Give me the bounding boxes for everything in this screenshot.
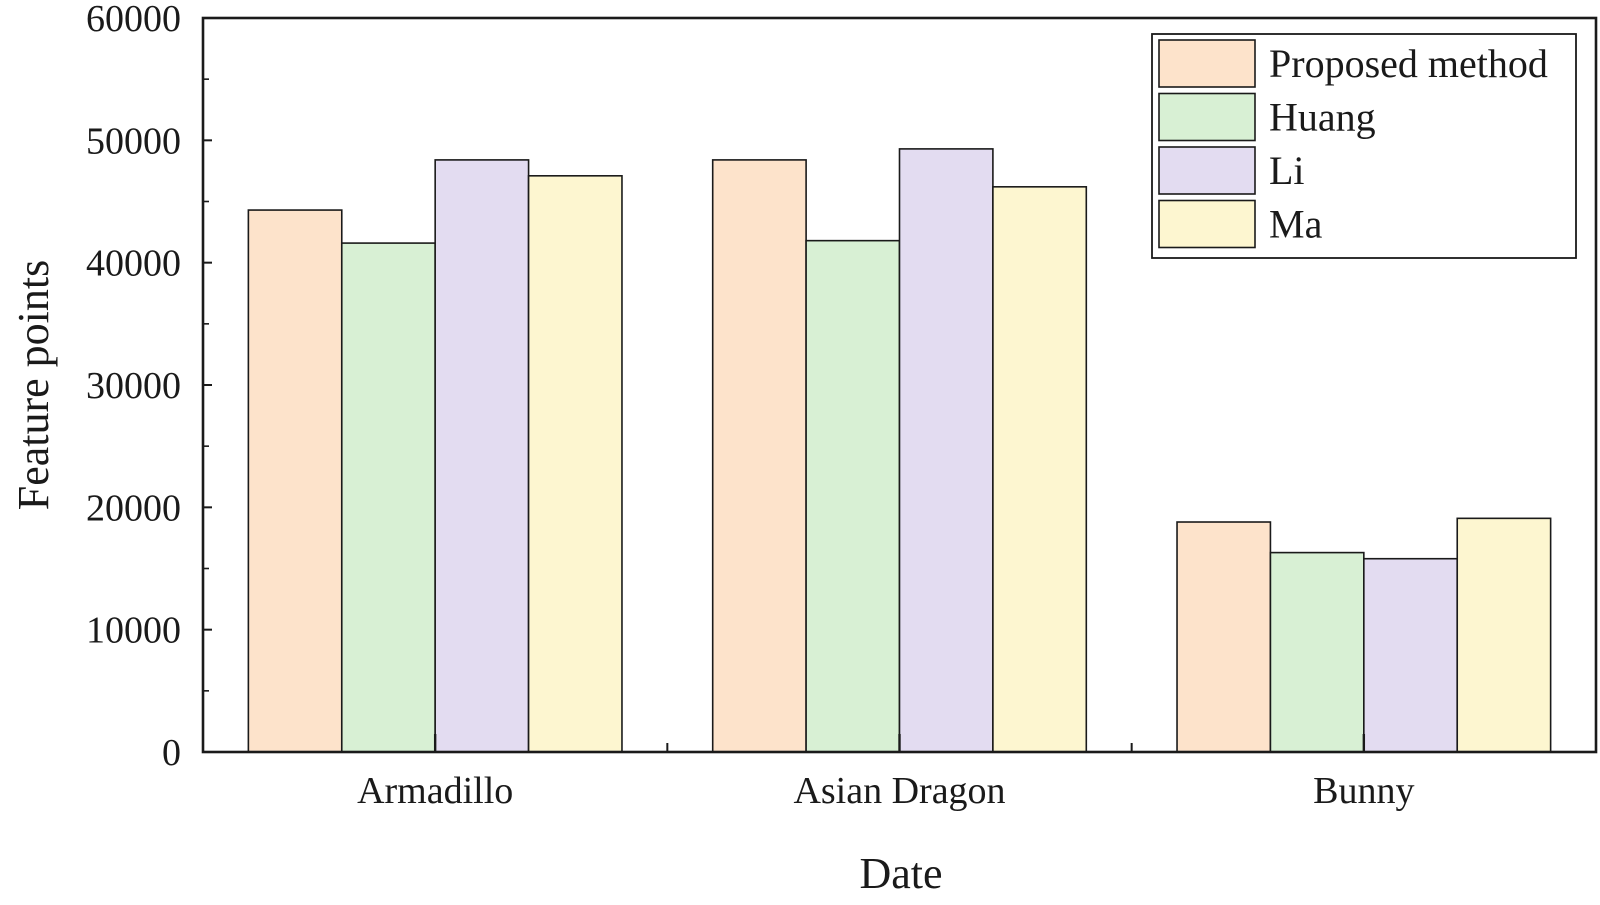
x-tick-label-bunny: Bunny <box>1313 770 1414 812</box>
axes-layer: 0 10000 20000 30000 40000 50000 60000 Armadillo… <box>86 0 1598 812</box>
y-tick-label-0: 0 <box>162 732 181 774</box>
bar-li-bunny <box>1363 557 1459 753</box>
bar-huang-bunny <box>1269 551 1365 753</box>
bar-huang-asian-dragon <box>805 239 901 753</box>
bar-ma-armadillo <box>527 175 623 753</box>
bar-proposed-method-armadillo <box>247 209 343 753</box>
bar-proposed-method-asian-dragon <box>711 159 807 753</box>
x-axis-title: Date <box>859 849 942 898</box>
y-tick-label-40000: 40000 <box>86 243 181 285</box>
legend-label-li: Li <box>1269 148 1305 193</box>
legend: Proposed method Huang Li Ma <box>1151 33 1577 259</box>
legend-swatch-li <box>1158 146 1256 195</box>
bar-huang-armadillo <box>340 242 436 753</box>
legend-label-ma: Ma <box>1269 202 1323 247</box>
legend-swatch-proposed-method <box>1158 39 1256 88</box>
bar-li-armadillo <box>434 159 530 753</box>
y-tick-label-10000: 10000 <box>86 610 181 652</box>
y-tick-label-30000: 30000 <box>86 365 181 407</box>
x-tick-label-asian-dragon: Asian Dragon <box>793 770 1005 812</box>
legend-swatch-ma <box>1158 199 1256 249</box>
y-tick-label-60000: 60000 <box>86 0 181 40</box>
legend-label-huang: Huang <box>1269 95 1376 140</box>
legend-label-proposed-method: Proposed method <box>1269 41 1548 86</box>
bars-layer <box>247 148 1552 753</box>
bar-ma-bunny <box>1456 517 1552 753</box>
y-axis-title: Feature points <box>9 260 58 511</box>
legend-swatch-huang <box>1158 92 1256 142</box>
bar-ma-asian-dragon <box>992 186 1088 753</box>
x-tick-label-armadillo: Armadillo <box>357 770 513 812</box>
bar-proposed-method-bunny <box>1176 521 1272 753</box>
y-tick-label-50000: 50000 <box>86 120 181 162</box>
y-tick-label-20000: 20000 <box>86 487 181 529</box>
bar-li-asian-dragon <box>898 148 994 753</box>
